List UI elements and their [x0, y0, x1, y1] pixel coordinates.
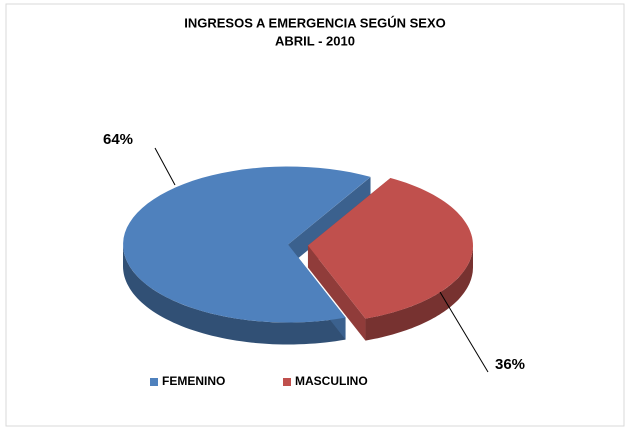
slice-cut — [307, 245, 366, 341]
pie-slice — [307, 178, 473, 319]
legend-label: FEMENINO — [162, 374, 225, 388]
leader-line — [154, 147, 176, 186]
pie-slice — [123, 166, 371, 323]
slice-side — [123, 244, 346, 345]
chart-title: INGRESOS A EMERGENCIA SEGÚN SEXO — [184, 15, 446, 30]
data-label: 64% — [103, 131, 133, 148]
chart-subtitle: ABRIL - 2010 — [275, 33, 355, 48]
slice-side — [365, 245, 473, 341]
legend-label: MASCULINO — [295, 374, 368, 388]
data-label: 36% — [495, 356, 525, 373]
legend-swatch — [150, 378, 158, 386]
slice-cut — [288, 176, 371, 267]
leader-line — [439, 291, 489, 373]
legend-swatch — [283, 378, 291, 386]
